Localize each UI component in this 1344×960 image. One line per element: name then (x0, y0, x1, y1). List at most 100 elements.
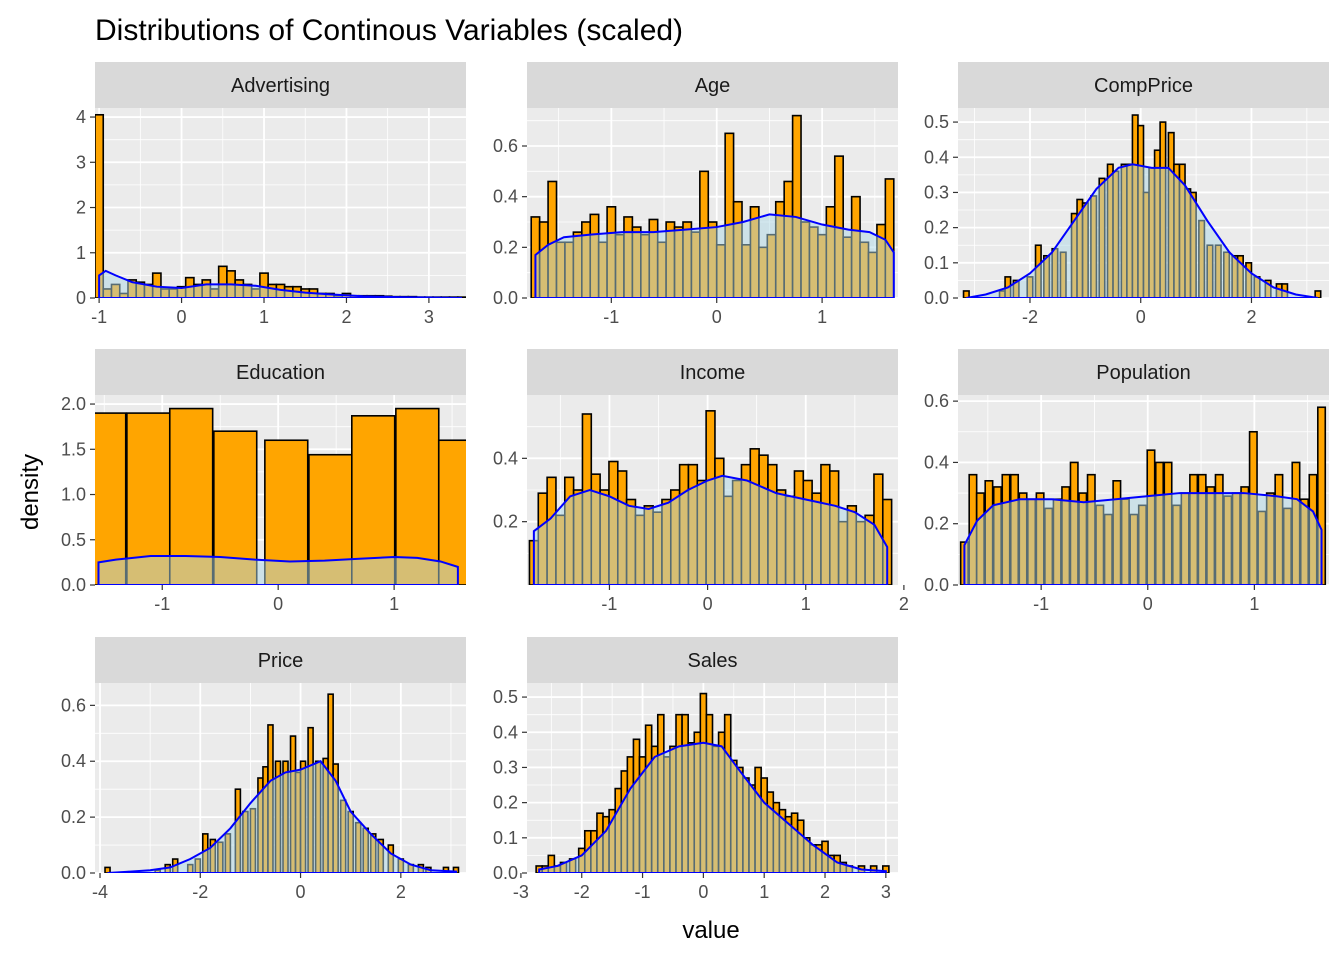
density-line (966, 163, 1319, 298)
density-area (539, 742, 886, 873)
x-tick-label: -2 (1022, 307, 1038, 327)
y-tick-label: 2.0 (61, 394, 86, 414)
y-tick-label: 0 (76, 288, 86, 308)
y-tick-label: 0.0 (61, 575, 86, 595)
panel-income: Income 0.2 0.4 -1 0 1 2 (493, 349, 909, 614)
x-tick-label: 0 (177, 307, 187, 327)
histogram-bar (95, 113, 105, 298)
y-tick-label: 0.2 (493, 237, 518, 257)
x-tick-label: 2 (820, 882, 830, 902)
y-tick-label: 0.5 (493, 687, 518, 707)
density-area (964, 493, 1322, 585)
density-line (534, 213, 895, 298)
y-tick-label: 0.0 (493, 288, 518, 308)
y-tick-label: 0.2 (61, 807, 86, 827)
y-axis-label: density (17, 454, 44, 530)
density-line (107, 760, 457, 873)
x-tick-label: -2 (192, 882, 208, 902)
x-tick-label: -1 (635, 882, 651, 902)
density-area (99, 270, 462, 298)
y-tick-label: 0.2 (924, 514, 949, 534)
panel-population: Population 0.0 0.2 0.4 0.6 -1 0 1 (924, 349, 1329, 614)
y-tick-label: 0.6 (493, 136, 518, 156)
strip-education (95, 349, 466, 395)
x-tick-label: 1 (259, 307, 269, 327)
strip-sales (527, 637, 898, 683)
y-tick-label: 0.4 (924, 452, 949, 472)
density-line (98, 269, 462, 298)
y-tick-label: 0.4 (924, 147, 949, 167)
panel-background-advertising (95, 108, 466, 298)
y-tick-label: 2 (76, 198, 86, 218)
panel-price: Price 0.0 0.2 0.4 0.6 -4 -2 0 2 (61, 637, 466, 902)
strip-label-price: Price (258, 650, 304, 672)
x-tick-label: 3 (881, 882, 891, 902)
density-line (538, 741, 887, 873)
x-tick-label: -1 (1033, 594, 1049, 614)
y-tick-label: 0.0 (924, 288, 949, 308)
strip-compprice (958, 62, 1329, 108)
x-tick-label: -1 (601, 594, 617, 614)
x-tick-label: -1 (603, 307, 619, 327)
x-tick-label: 1 (389, 594, 399, 614)
x-tick-label: -4 (92, 882, 108, 902)
strip-advertising (95, 62, 466, 108)
density-area (966, 164, 1318, 298)
x-tick-label: 2 (899, 594, 909, 614)
strip-label-age: Age (695, 75, 731, 97)
y-tick-label: 0.6 (924, 391, 949, 411)
histogram-bar (884, 178, 895, 298)
y-tick-label: 4 (76, 107, 86, 127)
panel-sales: Sales 0.0 0.1 0.2 0.3 0.4 0.5 -3 -2 -1 0 1 2 3 (493, 637, 898, 902)
x-tick-label: 3 (424, 307, 434, 327)
y-tick-label: 0.6 (61, 695, 86, 715)
histogram-bar (547, 854, 556, 873)
x-tick-label: 1 (759, 882, 769, 902)
y-tick-label: 0.0 (924, 575, 949, 595)
y-tick-label: 1.5 (61, 439, 86, 459)
density-area (107, 761, 456, 873)
y-tick-label: 0.2 (924, 218, 949, 238)
x-tick-label: 0 (1136, 307, 1146, 327)
x-tick-label: 2 (341, 307, 351, 327)
y-tick-label: 1.0 (61, 485, 86, 505)
y-tick-label: 0.2 (493, 793, 518, 813)
x-tick-label: 0 (703, 594, 713, 614)
y-tick-label: 0.5 (61, 530, 86, 550)
histogram-bar (95, 412, 127, 585)
strip-label-income: Income (680, 362, 746, 384)
x-axis-label: value (682, 917, 739, 944)
strip-income (527, 349, 898, 395)
panel-age: Age 0.0 0.2 0.4 0.6 -1 0 1 (493, 62, 898, 327)
x-tick-label: -1 (154, 594, 170, 614)
density-line (97, 555, 459, 585)
panel-compprice: CompPrice 0.0 0.1 0.2 0.3 0.4 0.5 -2 0 2 (924, 62, 1329, 327)
chart-title: Distributions of Continous Variables (sc… (95, 14, 683, 47)
y-tick-label: 1 (76, 243, 86, 263)
histogram-bar (395, 407, 440, 585)
panel-education: Education 0.0 0.5 1.0 1.5 2.0 -1 0 1 (61, 349, 466, 614)
x-tick-label: 2 (1246, 307, 1256, 327)
x-tick-label: 0 (296, 882, 306, 902)
y-tick-label: 0.3 (493, 757, 518, 777)
density-area (535, 214, 894, 298)
strip-label-population: Population (1096, 362, 1191, 384)
x-tick-label: 2 (396, 882, 406, 902)
strip-price (95, 637, 466, 683)
y-tick-label: 0.4 (61, 751, 86, 771)
histogram-bar (437, 439, 466, 585)
x-tick-label: -1 (91, 307, 107, 327)
y-tick-label: 0.4 (493, 722, 518, 742)
y-tick-label: 0.0 (493, 863, 518, 883)
y-tick-label: 0.2 (493, 512, 518, 532)
y-tick-label: 0.3 (924, 182, 949, 202)
density-area (98, 556, 458, 585)
y-tick-label: 0.0 (61, 863, 86, 883)
strip-label-advertising: Advertising (231, 75, 330, 97)
density-line (532, 474, 889, 585)
strip-label-sales: Sales (687, 650, 737, 672)
x-tick-label: 0 (712, 307, 722, 327)
